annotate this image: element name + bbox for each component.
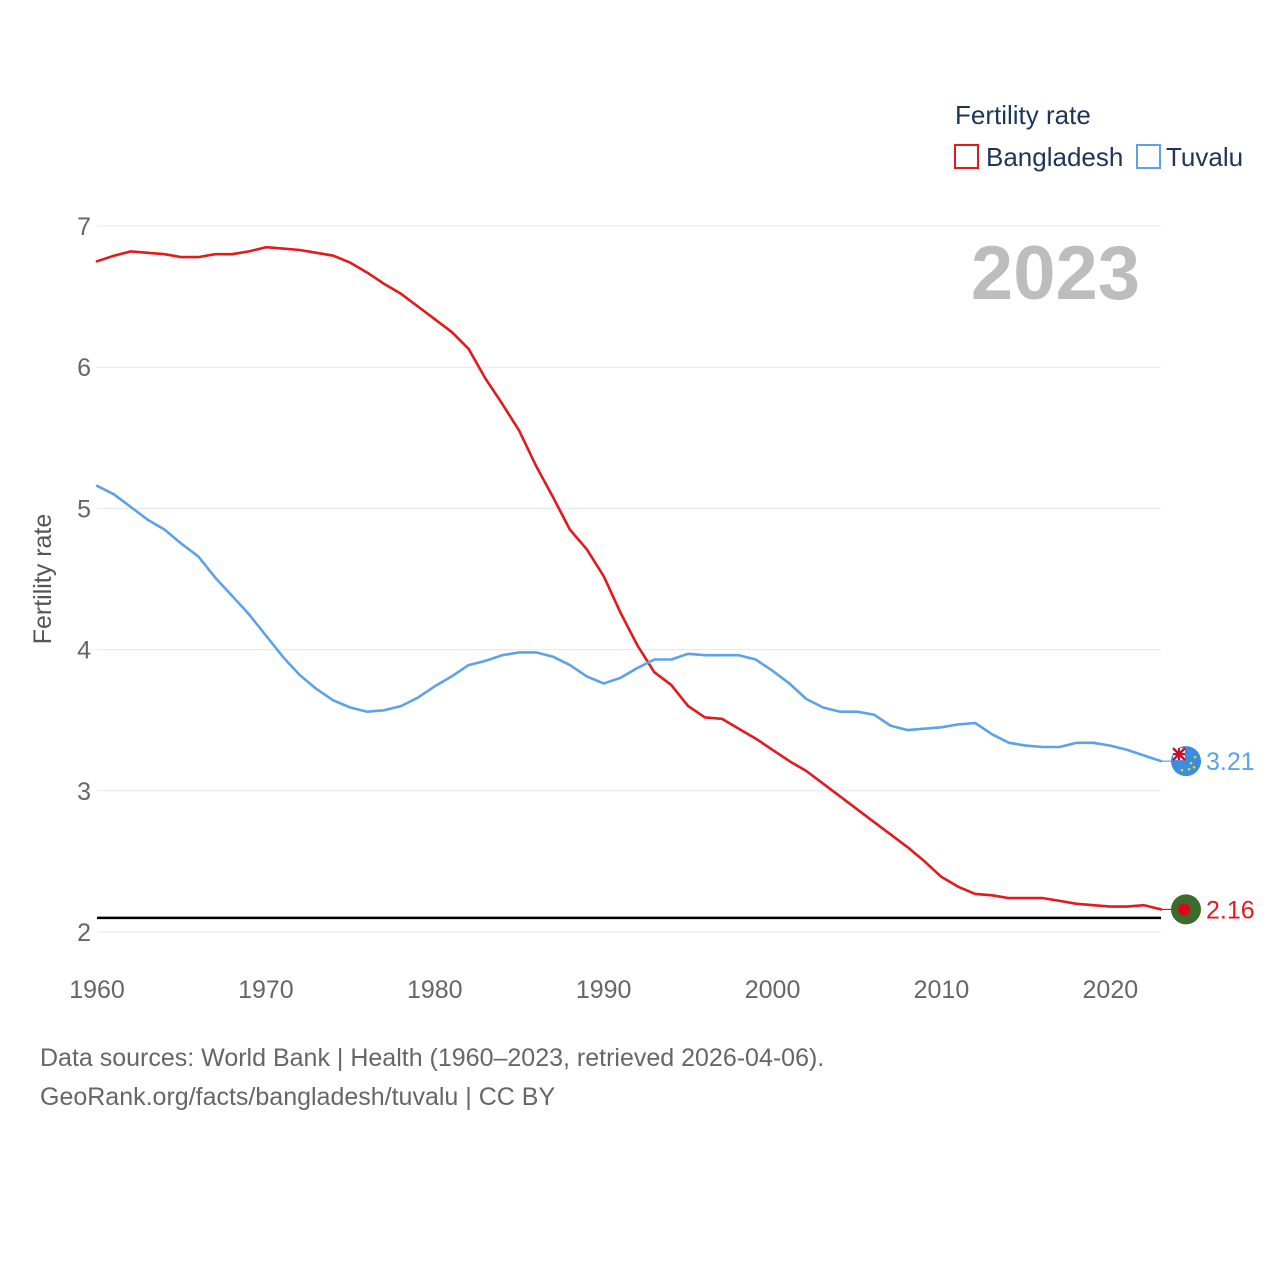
x-tick-label-1980: 1980 bbox=[407, 976, 463, 1004]
series-end-markers: 2.16 3.21 bbox=[1161, 746, 1255, 925]
x-tick-label-1990: 1990 bbox=[576, 976, 632, 1004]
legend-label-tuvalu: Tuvalu bbox=[1166, 142, 1243, 172]
legend-label-bangladesh: Bangladesh bbox=[986, 142, 1123, 172]
series-line-bangladesh[interactable] bbox=[95, 245, 1163, 911]
y-axis-title: Fertility rate bbox=[29, 514, 57, 645]
x-tick-label-1970: 1970 bbox=[238, 976, 294, 1004]
flag-icon-tuvalu bbox=[1171, 746, 1201, 777]
end-value-label-bangladesh: 2.16 bbox=[1206, 896, 1255, 924]
year-label: 2023 bbox=[971, 231, 1140, 316]
x-tick-label-2020: 2020 bbox=[1083, 976, 1139, 1004]
legend-title: Fertility rate bbox=[955, 100, 1091, 130]
x-tick-label-1960: 1960 bbox=[69, 976, 125, 1004]
footer-source-link[interactable]: GeoRank.org/facts/bangladesh/tuvalu | CC… bbox=[40, 1083, 556, 1111]
x-tick-label-2010: 2010 bbox=[914, 976, 970, 1004]
legend-item-tuvalu[interactable]: Tuvalu bbox=[1136, 142, 1243, 172]
legend-item-bangladesh[interactable]: Bangladesh bbox=[954, 142, 1123, 172]
flag-icon-bangladesh bbox=[1171, 894, 1201, 925]
y-axis-ticks: 2 3 4 5 6 7 bbox=[77, 213, 91, 947]
grid-lines bbox=[97, 225, 1161, 933]
y-tick-label-5: 5 bbox=[77, 495, 91, 523]
y-tick-label-4: 4 bbox=[77, 637, 91, 665]
legend: Fertility rate Bangladesh Tuvalu bbox=[954, 100, 1243, 172]
series-line-tuvalu[interactable] bbox=[95, 484, 1163, 763]
y-tick-label-7: 7 bbox=[77, 213, 91, 241]
series-lines bbox=[95, 245, 1163, 911]
x-tick-label-2000: 2000 bbox=[745, 976, 801, 1004]
legend-swatch-tuvalu bbox=[1136, 144, 1161, 169]
legend-swatch-bangladesh bbox=[954, 144, 979, 169]
y-tick-label-6: 6 bbox=[77, 354, 91, 382]
y-tick-label-3: 3 bbox=[77, 778, 91, 806]
y-tick-label-2: 2 bbox=[77, 919, 91, 947]
x-axis-ticks: 1960 1970 1980 1990 2000 2010 2020 bbox=[69, 976, 1138, 1004]
footer-data-sources: Data sources: World Bank | Health (1960–… bbox=[40, 1044, 825, 1072]
end-value-label-tuvalu: 3.21 bbox=[1206, 748, 1255, 776]
